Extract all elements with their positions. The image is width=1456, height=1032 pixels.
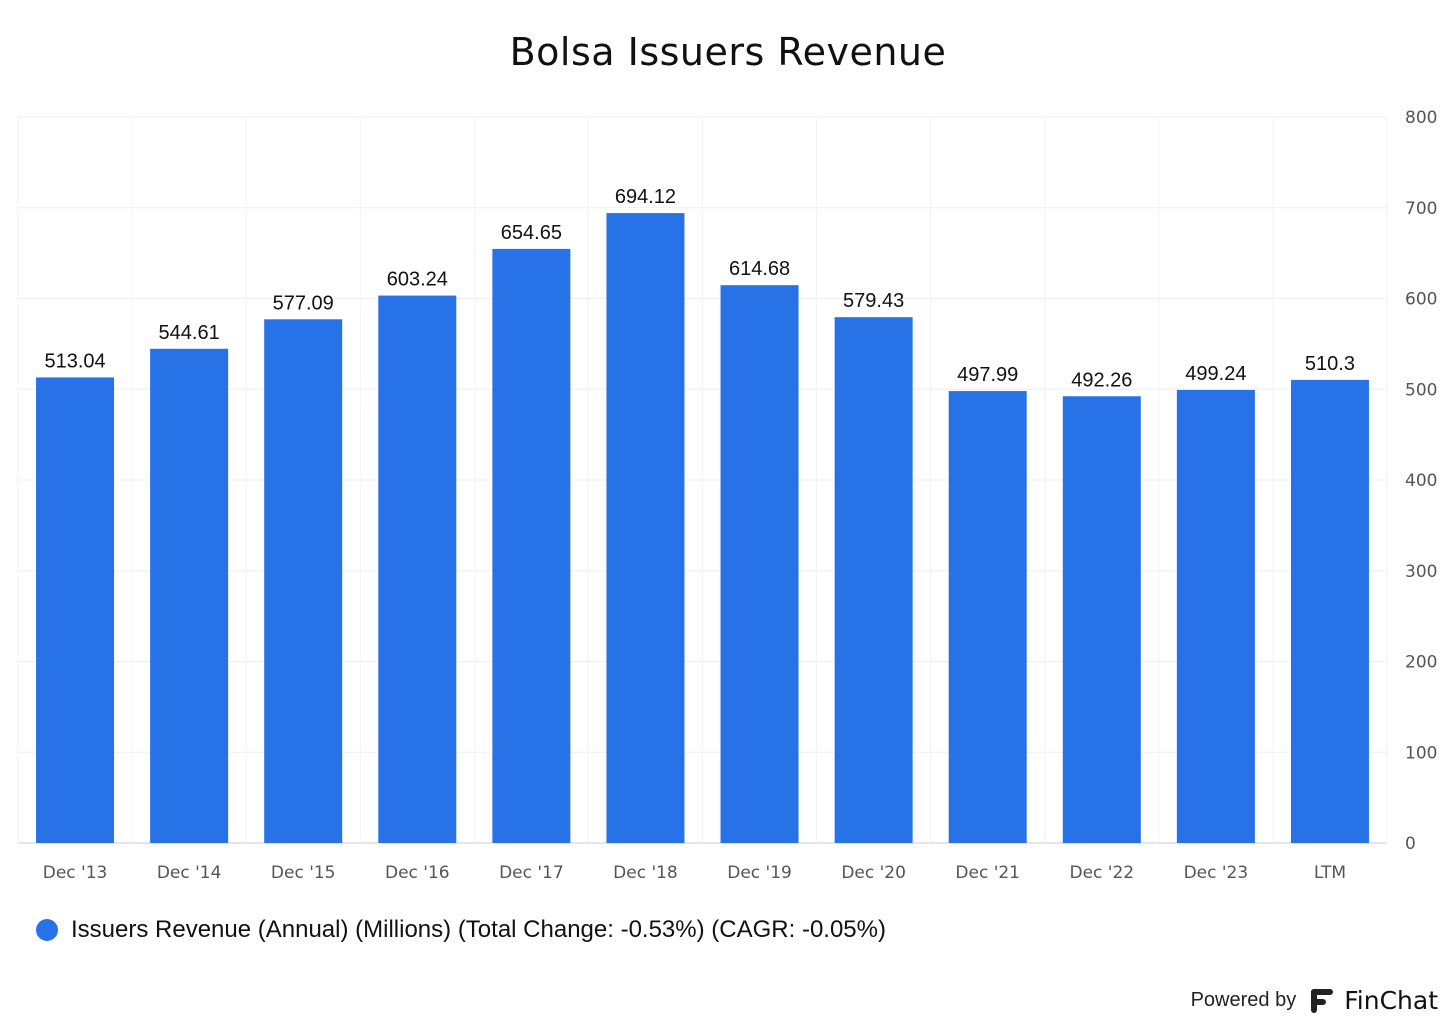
y-tick-label: 600 — [1405, 290, 1437, 310]
y-tick-label: 400 — [1405, 471, 1437, 491]
bar-value-label: 499.24 — [1185, 363, 1246, 385]
bar — [834, 317, 913, 844]
y-tick-label: 500 — [1405, 380, 1437, 400]
bar — [36, 377, 115, 843]
bar — [1290, 379, 1369, 843]
bar-value-label: 577.09 — [273, 292, 334, 314]
y-tick-label: 700 — [1405, 199, 1437, 219]
x-tick-label: Dec '18 — [613, 863, 678, 883]
x-tick-label: Dec '14 — [157, 863, 222, 883]
bar-value-label: 510.3 — [1305, 353, 1355, 375]
y-tick-label: 300 — [1405, 562, 1437, 582]
bar-value-label: 603.24 — [387, 269, 448, 291]
bar-value-label: 492.26 — [1071, 369, 1132, 391]
x-tick-label: Dec '13 — [43, 863, 108, 883]
legend-series-label: Issuers Revenue (Annual) (Millions) (Tot… — [71, 916, 886, 943]
x-tick-label: Dec '16 — [385, 863, 450, 883]
finchat-brand-name: FinChat — [1344, 986, 1438, 1015]
x-tick-label: Dec '15 — [271, 863, 336, 883]
bar-value-label: 614.68 — [729, 258, 790, 280]
bar — [378, 295, 457, 843]
bar — [1176, 389, 1255, 843]
y-tick-label: 0 — [1405, 834, 1416, 854]
bar — [606, 213, 685, 843]
powered-by-footer[interactable]: Powered by FinChat — [1191, 986, 1438, 1015]
y-tick-label: 800 — [1405, 108, 1437, 128]
bar-value-label: 694.12 — [615, 186, 676, 208]
powered-by-text: Powered by — [1190, 989, 1297, 1011]
x-tick-label: Dec '19 — [727, 863, 792, 883]
y-tick-label: 100 — [1405, 743, 1437, 763]
bar — [492, 248, 571, 843]
chart-title: Bolsa Issuers Revenue — [509, 30, 947, 74]
bar-value-label: 497.99 — [957, 364, 1018, 386]
legend[interactable]: Issuers Revenue (Annual) (Millions) (Tot… — [36, 916, 886, 944]
y-tick-label: 200 — [1405, 653, 1437, 673]
x-tick-label: Dec '22 — [1069, 863, 1134, 883]
x-tick-label: LTM — [1314, 863, 1346, 883]
bar — [1062, 396, 1141, 843]
x-tick-label: Dec '21 — [955, 863, 1020, 883]
bar — [948, 391, 1027, 843]
x-tick-label: Dec '20 — [841, 863, 906, 883]
bar — [150, 348, 229, 843]
bar-value-label: 513.04 — [44, 350, 105, 372]
bar — [720, 285, 799, 844]
legend-swatch — [36, 919, 58, 941]
bar-chart: 0 100 200 300 400 500 600 700 800 513.04 Dec '13 54… — [17, 108, 1437, 883]
bar-value-label: 579.43 — [843, 290, 904, 312]
bar-value-label: 544.61 — [159, 322, 220, 344]
x-tick-label: Dec '23 — [1184, 863, 1249, 883]
finchat-logo-icon — [1311, 988, 1334, 1013]
x-tick-label: Dec '17 — [499, 863, 564, 883]
bar — [264, 319, 343, 843]
bar-value-label: 654.65 — [501, 222, 562, 244]
